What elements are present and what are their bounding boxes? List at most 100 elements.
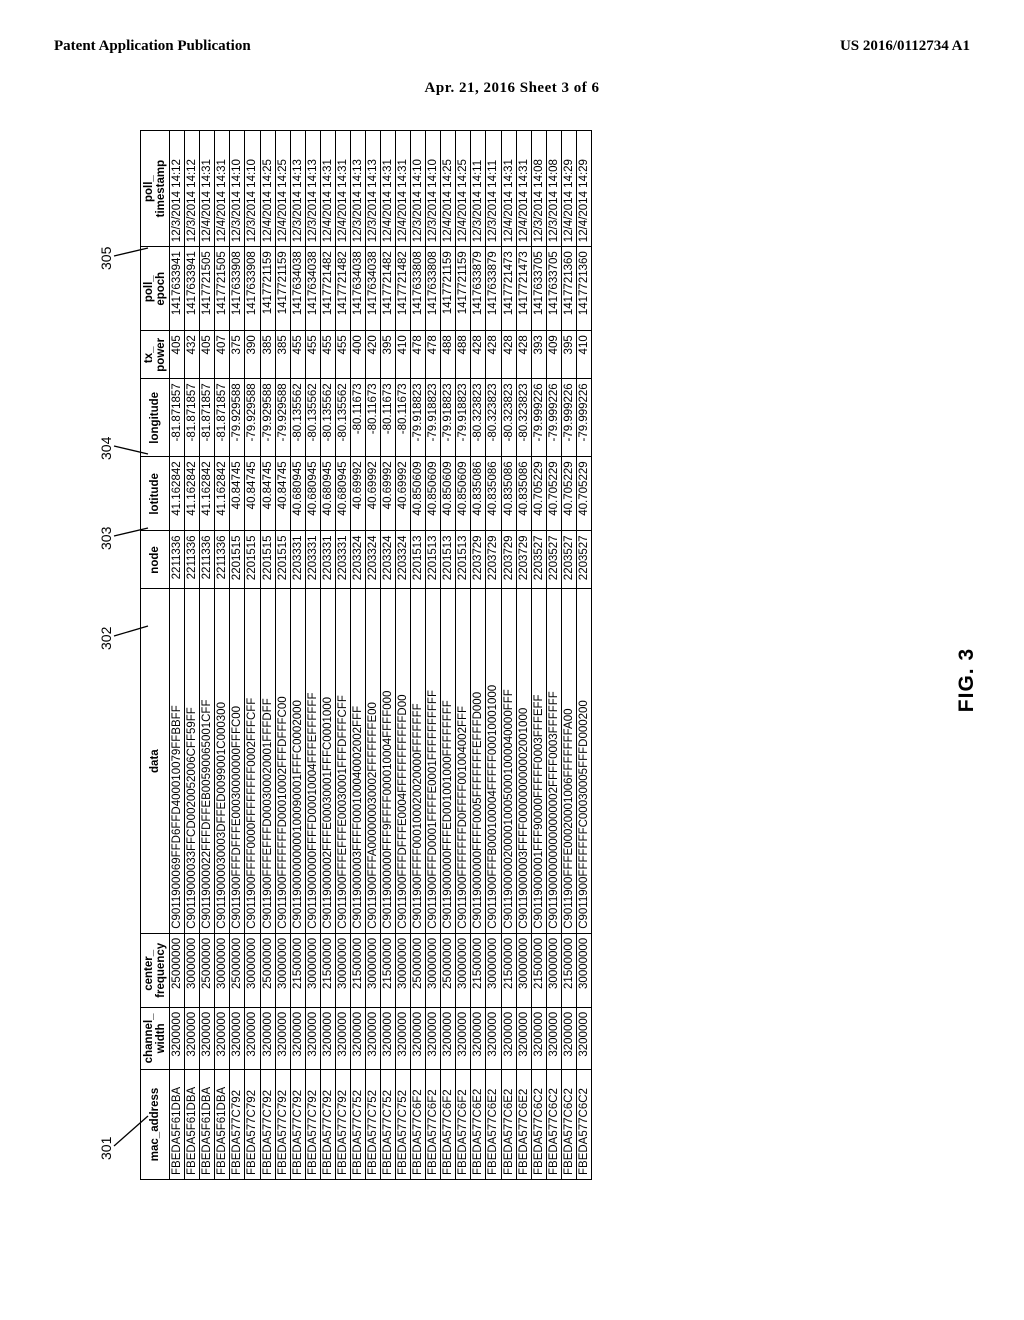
cell: 25000000 [200, 933, 215, 1007]
table-row: FBEDA577C792320000021500000C90119000002F… [320, 131, 335, 1180]
cell: C9011900FFFEFFFE00030001FFFDFFFCFF [335, 589, 350, 933]
cell: 3200000 [381, 1007, 396, 1069]
cell: 2203324 [396, 531, 411, 589]
cell: 41.162842 [215, 457, 230, 531]
cell: 25000000 [260, 933, 275, 1007]
cell: 455 [305, 331, 320, 379]
table-row: FBEDA577C752320000030000000C9011900FFFDF… [396, 131, 411, 1180]
cell: C9011900FFFF000100020020000FFFFFFF [411, 589, 426, 933]
cell: 25000000 [441, 933, 456, 1007]
cell: 2203729 [516, 531, 531, 589]
cell: C90119000000000100090001FFFC0002000 [290, 589, 305, 933]
cell: FBEDA577C6C2 [576, 1069, 591, 1179]
cell: -79.999226 [576, 379, 591, 457]
cell: 40.850609 [441, 457, 456, 531]
cell: 25000000 [170, 933, 185, 1007]
cell: C90119000022FFFDFFEB00590065001CFF [200, 589, 215, 933]
cell: 25000000 [411, 933, 426, 1007]
cell: 12/4/2014 14:31 [501, 131, 516, 247]
cell: 3200000 [170, 1007, 185, 1069]
cell: 40.705229 [561, 457, 576, 531]
cell: 30000000 [426, 933, 441, 1007]
cell: 12/3/2014 14:13 [365, 131, 380, 247]
cell: 1417721505 [215, 247, 230, 331]
figure-wrap: 301 302 303 304 [0, 100, 1024, 1260]
cell: 3200000 [350, 1007, 365, 1069]
cell: C90119000000FFF9FFFF000010004FFFF000 [381, 589, 396, 933]
cell: 12/4/2014 14:25 [260, 131, 275, 247]
table-row: FBEDA577C6C2320000021500000C9011900FFFE0… [561, 131, 576, 1180]
cell: FBEDA577C792 [305, 1069, 320, 1179]
cell: 2203729 [471, 531, 486, 589]
table-row: FBEDA577C6E2320000030000000C90119000003F… [516, 131, 531, 1180]
cell: 12/3/2014 14:13 [350, 131, 365, 247]
cell: 400 [350, 331, 365, 379]
cell: 40.835086 [501, 457, 516, 531]
cell: 1417721159 [260, 247, 275, 331]
cell: 40.680945 [305, 457, 320, 531]
cell: 12/3/2014 14:13 [305, 131, 320, 247]
cell: 12/4/2014 14:25 [441, 131, 456, 247]
cell: -79.929588 [230, 379, 245, 457]
cell: 2203527 [576, 531, 591, 589]
cell: 478 [426, 331, 441, 379]
cell: FBEDA577C6C2 [561, 1069, 576, 1179]
table-row: FBEDA577C6F2320000025000000C90119000000F… [441, 131, 456, 1180]
cell: -80.135562 [290, 379, 305, 457]
cell: C90119000002FFFE00030001FFFC0001000 [320, 589, 335, 933]
cell: 478 [411, 331, 426, 379]
cell: 3200000 [516, 1007, 531, 1069]
cell: -80.135562 [335, 379, 350, 457]
cell: -80.135562 [305, 379, 320, 457]
cell: 3200000 [411, 1007, 426, 1069]
cell: -79.929588 [245, 379, 260, 457]
cell: 2203527 [561, 531, 576, 589]
patent-sheet: Patent Application Publication Apr. 21, … [0, 0, 1024, 1320]
cell: -80.11673 [365, 379, 380, 457]
cell: 21500000 [381, 933, 396, 1007]
cell: 390 [245, 331, 260, 379]
cell: 21500000 [531, 933, 546, 1007]
table-row: FBEDA577C792320000030000000C9011900FFFF0… [245, 131, 260, 1180]
cell: -80.323823 [516, 379, 531, 457]
cell: 385 [275, 331, 290, 379]
cell: C90119000000FFFF0005FFFFFFFEFFFD000 [471, 589, 486, 933]
figure-rotated: 301 302 303 304 [0, 130, 1024, 1230]
cell: -79.918823 [441, 379, 456, 457]
cell: 1417633908 [230, 247, 245, 331]
cell: FBEDA577C752 [396, 1069, 411, 1179]
cell: C9011900FFFDFFFE00030000000FFFC00 [230, 589, 245, 933]
cell: FBEDA577C6F2 [456, 1069, 471, 1179]
cell: FBEDA577C792 [275, 1069, 290, 1179]
cell: 1417633941 [185, 247, 200, 331]
table-row: FBEDA577C792320000030000000C9011900FFFEF… [335, 131, 350, 1180]
table-row: FBEDA577C6E2320000030000000C9011900FFFB0… [486, 131, 501, 1180]
table-row: FBEDA577C6F2320000030000000C9011900FFFD0… [426, 131, 441, 1180]
cell: -80.11673 [396, 379, 411, 457]
cell: 410 [396, 331, 411, 379]
cell: 432 [185, 331, 200, 379]
table-body: FBEDA5F61DBA320000025000000C9011900069FF… [170, 131, 592, 1180]
cell: -80.135562 [320, 379, 335, 457]
callout-303: 303 [98, 527, 114, 550]
cell: C9011900FFFEFFFD000300020001FFFDFF [260, 589, 275, 933]
col-header: center_frequency [141, 933, 170, 1007]
cell: 12/3/2014 14:08 [546, 131, 561, 247]
cell: 40.69992 [350, 457, 365, 531]
cell: 2203331 [320, 531, 335, 589]
cell: C90119000003FFFF000100040002002FFF [350, 589, 365, 933]
cell: 2201515 [260, 531, 275, 589]
cell: 3200000 [441, 1007, 456, 1069]
table-row: FBEDA577C6C2320000021500000C90119000001F… [531, 131, 546, 1180]
cell: 1417721360 [561, 247, 576, 331]
callout-305: 305 [98, 247, 114, 270]
cell: 30000000 [516, 933, 531, 1007]
cell: 488 [441, 331, 456, 379]
cell: 2211336 [215, 531, 230, 589]
cell: 12/4/2014 14:29 [576, 131, 591, 247]
cell: 41.162842 [200, 457, 215, 531]
cell: -79.999226 [531, 379, 546, 457]
cell: 12/4/2014 14:29 [561, 131, 576, 247]
cell: 2203324 [381, 531, 396, 589]
dataset-table: mac_addresschannel_widthcenter_frequency… [140, 130, 592, 1180]
